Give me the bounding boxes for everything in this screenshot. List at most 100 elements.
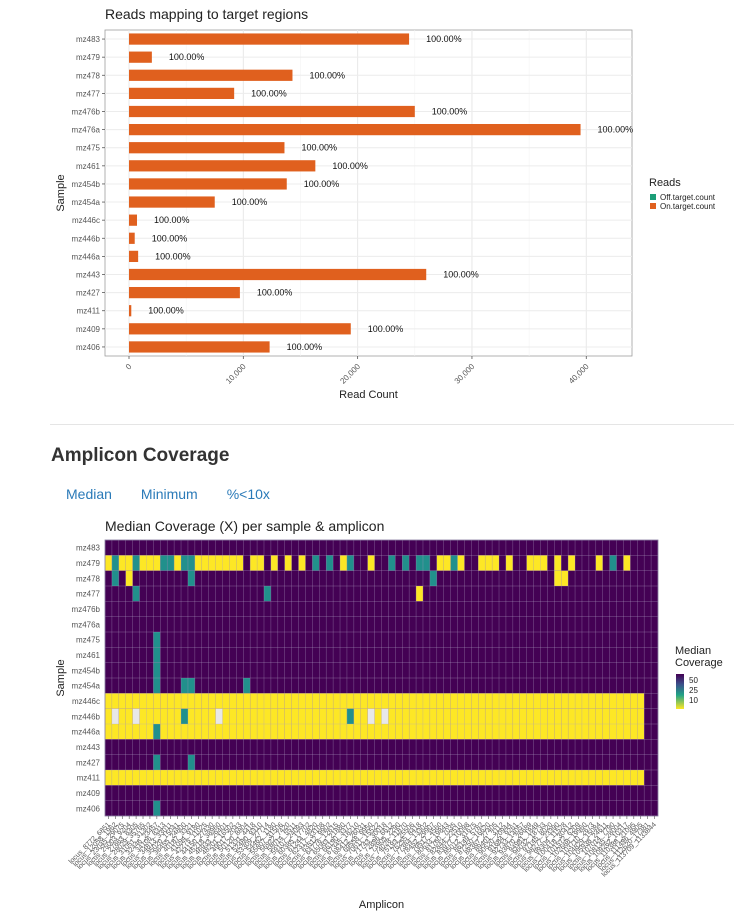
- heatmap-cell: [263, 693, 271, 709]
- heatmap-cell: [243, 586, 251, 602]
- heatmap-cell: [132, 708, 140, 724]
- heatmap-cell: [554, 678, 562, 694]
- heatmap-cell: [132, 724, 140, 740]
- heatmap-cell: [105, 647, 112, 663]
- heatmap-cell: [568, 586, 576, 602]
- heatmap-cell: [229, 570, 237, 586]
- heatmap-cell: [644, 586, 652, 602]
- heatmap-cell: [381, 540, 389, 556]
- heatmap-cell: [505, 785, 513, 801]
- heatmap-cell: [257, 601, 264, 617]
- heatmap-cell: [201, 678, 209, 694]
- heatmap-cell: [388, 616, 396, 632]
- heatmap-cell: [540, 555, 548, 571]
- heatmap-cell: [270, 678, 278, 694]
- heatmap-cell: [270, 616, 278, 632]
- heatmap-cell: [547, 800, 555, 816]
- section-title: Amplicon Coverage: [51, 445, 230, 466]
- heatmap-cell: [402, 693, 410, 709]
- heatmap-cell: [250, 616, 258, 632]
- tab-minimum[interactable]: Minimum: [140, 486, 198, 502]
- heatmap-cell: [319, 800, 327, 816]
- tab-median[interactable]: Median: [66, 486, 112, 502]
- heatmap-cell: [340, 785, 347, 801]
- heatmap-cell: [174, 601, 182, 617]
- heatmap-cell: [263, 601, 271, 617]
- heatmap-cell: [118, 800, 126, 816]
- heatmap-cell: [201, 785, 209, 801]
- heatmap-cell: [374, 739, 382, 755]
- heatmap-cell: [360, 555, 368, 571]
- heatmap-cell: [139, 785, 147, 801]
- heatmap-cell: [644, 616, 652, 632]
- heatmap-cell: [229, 678, 237, 694]
- heatmap-cell: [353, 739, 361, 755]
- heatmap-cell: [291, 739, 299, 755]
- heatmap-cell: [485, 616, 493, 632]
- heatmap-cell: [588, 739, 596, 755]
- heatmap-cell: [519, 708, 527, 724]
- bar-legend-label: Off.target.count: [660, 193, 716, 202]
- heatmap-cell: [111, 785, 119, 801]
- heatmap-cell: [575, 555, 582, 571]
- heatmap-cell: [540, 540, 548, 556]
- heatmap-cell: [284, 785, 292, 801]
- heatmap-cell: [298, 616, 306, 632]
- heatmap-cell: [540, 632, 548, 648]
- heatmap-cell: [160, 800, 168, 816]
- heatmap-cell: [340, 616, 347, 632]
- heatmap-cell: [395, 616, 403, 632]
- heatmap-cell: [450, 739, 458, 755]
- heatmap-cell: [623, 570, 631, 586]
- heatmap-cell: [588, 754, 596, 770]
- heatmap-cell: [270, 586, 278, 602]
- heatmap-cell: [312, 739, 320, 755]
- heatmap-cell: [201, 632, 209, 648]
- heatmap-cell: [236, 616, 244, 632]
- heatmap-cell: [526, 662, 534, 678]
- heatmap-cell: [519, 647, 527, 663]
- heatmap-cell: [270, 662, 278, 678]
- heatmap-cell: [215, 708, 223, 724]
- heatmap-cell: [443, 785, 451, 801]
- heatmap-cell: [257, 754, 264, 770]
- heatmap-cell: [229, 586, 237, 602]
- heatmap-cell: [319, 555, 327, 571]
- heatmap-cell: [547, 739, 555, 755]
- heatmap-cell: [581, 754, 589, 770]
- heatmap-cell: [409, 632, 417, 648]
- heatmap-cell: [125, 739, 133, 755]
- heatmap-cell: [319, 693, 327, 709]
- heatmap-cell: [367, 785, 375, 801]
- heatmap-cell: [174, 785, 182, 801]
- heatmap-y-tick-label: mz483: [76, 544, 101, 553]
- heatmap-cell: [464, 708, 472, 724]
- tab-pct-below-10x[interactable]: %<10x: [226, 486, 270, 502]
- heatmap-cell: [471, 540, 479, 556]
- heatmap-cell: [360, 540, 368, 556]
- heatmap-cell: [132, 647, 140, 663]
- heatmap-cell: [174, 678, 182, 694]
- heatmap-cell: [201, 724, 209, 740]
- heatmap-cell: [201, 570, 209, 586]
- heatmap-cell: [568, 616, 576, 632]
- heatmap-cell: [519, 632, 527, 648]
- heatmap-cell: [526, 708, 534, 724]
- heatmap-cell: [561, 724, 569, 740]
- heatmap-cell: [236, 647, 244, 663]
- heatmap-cell: [146, 770, 154, 786]
- heatmap-cell: [360, 616, 368, 632]
- heatmap-cell: [222, 770, 230, 786]
- heatmap-cell: [153, 739, 161, 755]
- heatmap-cell: [277, 708, 285, 724]
- heatmap-legend-title: Coverage: [675, 657, 723, 669]
- heatmap-cell: [132, 570, 140, 586]
- heatmap-cell: [291, 785, 299, 801]
- heatmap-cell: [187, 570, 195, 586]
- heatmap-cell: [263, 586, 271, 602]
- heatmap-cell: [512, 586, 520, 602]
- heatmap-cell: [118, 693, 126, 709]
- heatmap-cell: [568, 770, 576, 786]
- heatmap-cell: [568, 708, 576, 724]
- heatmap-cell: [353, 616, 361, 632]
